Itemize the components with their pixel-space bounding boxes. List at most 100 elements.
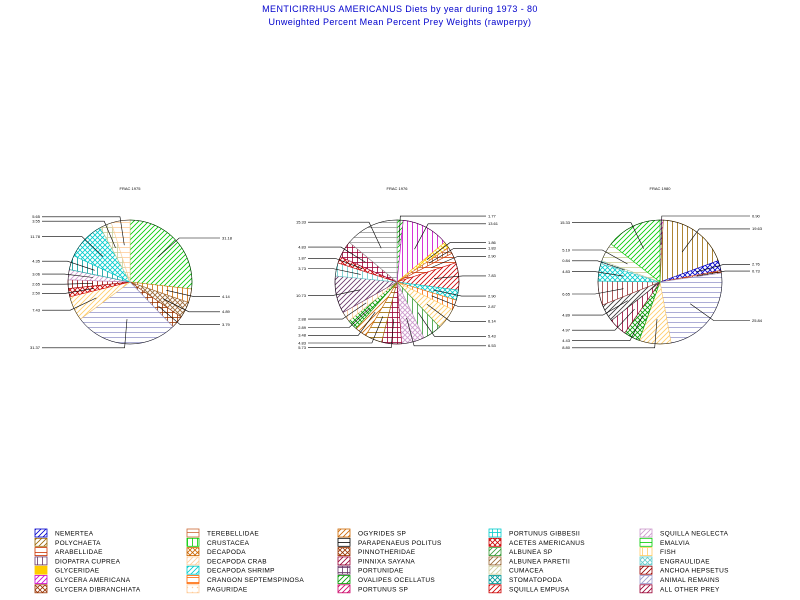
slice-value-label: 3.55: [32, 219, 41, 224]
legend-swatch: [186, 575, 200, 584]
slice-value-label: 6.53: [488, 343, 497, 348]
slice-value-label: 6.65: [562, 291, 571, 296]
legend-item: GLYCERA DIBRANCHIATA: [34, 584, 141, 593]
slice-value-label: 4.97: [562, 327, 571, 332]
slice-value-label: 5.19: [562, 247, 571, 252]
legend-swatch: [337, 528, 351, 538]
legend-label: PAGURIDAE: [207, 586, 248, 593]
legend-item: ENGRAULIDAE: [639, 556, 710, 566]
legend-item: ALBUNEA PARETII: [488, 556, 570, 566]
slice-value-label: 7.43: [32, 307, 41, 312]
legend-label: CUMACEA: [509, 568, 544, 575]
leader-line: [406, 317, 486, 347]
legend-swatch: [337, 547, 351, 556]
legend-label: POLYCHAETA: [55, 540, 101, 547]
legend-label: CRUSTACEA: [207, 540, 250, 547]
pie-title: FRAC 1976: [387, 186, 409, 191]
legend-label: ALBUNEA SP: [509, 549, 552, 556]
legend-label: PARAPENAEUS POLITUS: [358, 540, 442, 547]
leader-line: [572, 288, 624, 295]
slice-value-label: 1.87: [298, 256, 307, 261]
legend-swatch: [186, 584, 200, 594]
pie-chart-3: FRAC 1980 0.90 19.63 2.760.73 25.84 8.80 4.43 4…: [560, 186, 763, 350]
legend-swatch: [337, 565, 351, 575]
legend-label: NEMERTEA: [55, 531, 94, 538]
leader-line: [433, 289, 486, 297]
legend-swatch: [337, 575, 351, 584]
leader-line: [431, 295, 486, 307]
legend-item: PORTUNUS GIBBESII: [488, 528, 580, 538]
legend-label: ANCHOA HEPSETUS: [660, 568, 729, 575]
legend-item: CRUSTACEA: [186, 537, 250, 547]
leader-line: [572, 249, 628, 265]
slice-value-label: 13.61: [488, 221, 499, 226]
leader-line: [572, 300, 628, 316]
legend-label: DECAPODA CRAB: [207, 558, 267, 565]
slice-value-label: 31.18: [222, 235, 233, 240]
slice-value-label: 2.87: [488, 304, 497, 309]
slice-value-label: 3.48: [298, 333, 307, 338]
slice-value-label: 25.84: [752, 318, 763, 323]
legend-label: TEREBELLIDAE: [207, 531, 259, 538]
legend-item: ALL OTHER PREY: [639, 584, 720, 594]
legend-swatch: [488, 556, 502, 566]
leader-line: [308, 311, 376, 336]
slice-value-label: 2.90: [488, 293, 497, 298]
slice-value-label: 3.73: [298, 266, 307, 271]
legend-item: PINNIXA SAYANA: [337, 556, 415, 565]
pie-outline: [334, 219, 460, 345]
slice-value-label: 4.83: [298, 340, 307, 345]
legend-label: ALBUNEA PARETII: [509, 558, 570, 565]
leader-line: [308, 268, 361, 275]
slice-value-label: 6.14: [488, 319, 497, 324]
leader-line: [42, 288, 94, 294]
slice-value-label: 2.90: [488, 254, 497, 259]
slice-value-label: 19.63: [752, 226, 763, 231]
leader-line: [572, 308, 635, 331]
legend-item: STOMATOPODA: [488, 575, 562, 584]
legend-label: PINNIXA SAYANA: [358, 558, 415, 565]
slice-value-label: 3.06: [32, 271, 41, 276]
legend-swatch: [186, 556, 200, 566]
legend-label: ENGRAULIDAE: [660, 558, 710, 565]
legend-item: ANCHOA HEPSETUS: [639, 565, 729, 575]
leader-line: [42, 283, 93, 285]
leader-line: [308, 289, 361, 296]
slice-value-label: 4.83: [562, 269, 571, 274]
legend-label: FISH: [660, 549, 676, 556]
chart-title: MENTICIRRHUS AMERICANUS Diets by year du…: [262, 4, 538, 14]
leader-line: [414, 223, 486, 250]
pie-title: FRAC 1975: [120, 186, 142, 191]
legend-label: ACETES AMERICANUS: [509, 540, 585, 547]
pie-title: FRAC 1980: [650, 186, 672, 191]
leader-line: [42, 297, 97, 311]
slice-value-label: 1.86: [488, 240, 497, 245]
legend-swatch: [639, 584, 653, 594]
legend-item: ACETES AMERICANUS: [488, 537, 585, 547]
legend-swatch: [337, 537, 351, 547]
legend-item: CRANGON SEPTEMSPINOSA: [186, 575, 304, 584]
slice-value-label: 2.88: [298, 316, 307, 321]
legend-item: CUMACEA: [488, 565, 544, 575]
legend-item: DECAPODA CRAB: [186, 556, 267, 566]
legend-swatch: [186, 537, 200, 547]
leader-line: [42, 220, 116, 248]
legend-item: EMALVIA: [639, 537, 690, 547]
legend-swatch: [639, 575, 653, 584]
slice-value-label: 4.35: [32, 259, 41, 264]
legend-item: PORTUNUS SP: [337, 584, 408, 593]
legend-swatch: [34, 565, 48, 575]
leader-line: [308, 316, 384, 344]
legend-label: EMALVIA: [660, 540, 690, 547]
legend-swatch: [639, 556, 653, 566]
slice-value-label: 2.76: [752, 262, 761, 267]
leader-line: [572, 222, 644, 249]
slice-value-label: 10.73: [296, 293, 307, 298]
legend-item: GLYCERIDAE: [34, 565, 99, 575]
leader-line: [433, 275, 486, 279]
legend-label: PINNOTHERIDAE: [358, 549, 416, 556]
legend-label: DIOPATRA CUPREA: [55, 558, 121, 565]
legend-swatch: [488, 565, 502, 575]
legend-item: OGYRIDES SP: [337, 528, 406, 538]
leader-line: [417, 312, 486, 337]
